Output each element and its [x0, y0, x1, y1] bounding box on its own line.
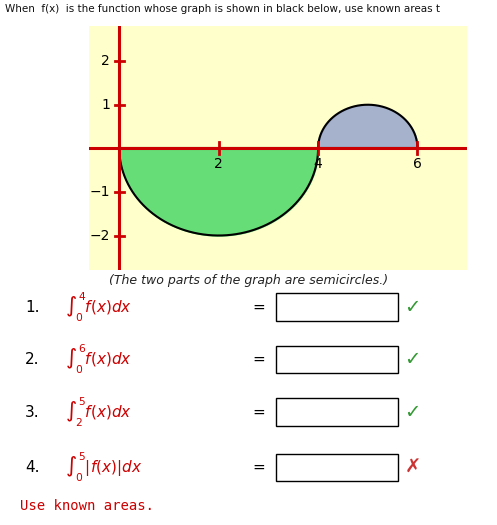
Text: 2.: 2. [25, 352, 40, 367]
Text: =: = [252, 460, 265, 475]
Text: ✓: ✓ [405, 403, 420, 422]
Text: −2.3562: −2.3562 [302, 405, 371, 419]
Text: 4.: 4. [25, 460, 40, 475]
Text: −5.4978: −5.4978 [302, 460, 371, 475]
Text: 6: 6 [413, 158, 422, 172]
Text: 4: 4 [314, 158, 323, 172]
Text: =: = [252, 352, 265, 367]
Text: 1: 1 [101, 98, 110, 112]
Text: =: = [252, 405, 265, 419]
Text: 2: 2 [214, 158, 223, 172]
Text: −6.283: −6.283 [307, 300, 366, 314]
Text: $\int_{0}^{4}f(x)dx$: $\int_{0}^{4}f(x)dx$ [65, 290, 132, 324]
Text: $\int_{0}^{5}|f(x)|dx$: $\int_{0}^{5}|f(x)|dx$ [65, 450, 142, 484]
Text: $\int_{2}^{5}f(x)dx$: $\int_{2}^{5}f(x)dx$ [65, 395, 132, 429]
Text: When  f(x)  is the function whose graph is shown in black below, use known areas: When f(x) is the function whose graph is… [5, 4, 440, 14]
Text: −4.7124: −4.7124 [302, 352, 371, 367]
Text: ✓: ✓ [405, 298, 420, 317]
Text: 3.: 3. [25, 405, 40, 419]
Text: ✓: ✓ [405, 350, 420, 369]
Text: −1: −1 [90, 185, 110, 199]
Text: $\int_{0}^{6}f(x)dx$: $\int_{0}^{6}f(x)dx$ [65, 343, 132, 376]
Text: 2: 2 [101, 54, 110, 68]
Text: 1.: 1. [25, 300, 40, 314]
Text: Use known areas.: Use known areas. [20, 499, 154, 513]
Text: −2: −2 [90, 228, 110, 243]
Text: (The two parts of the graph are semicircles.): (The two parts of the graph are semicirc… [109, 274, 388, 287]
Text: ✗: ✗ [405, 458, 420, 477]
Text: =: = [252, 300, 265, 314]
